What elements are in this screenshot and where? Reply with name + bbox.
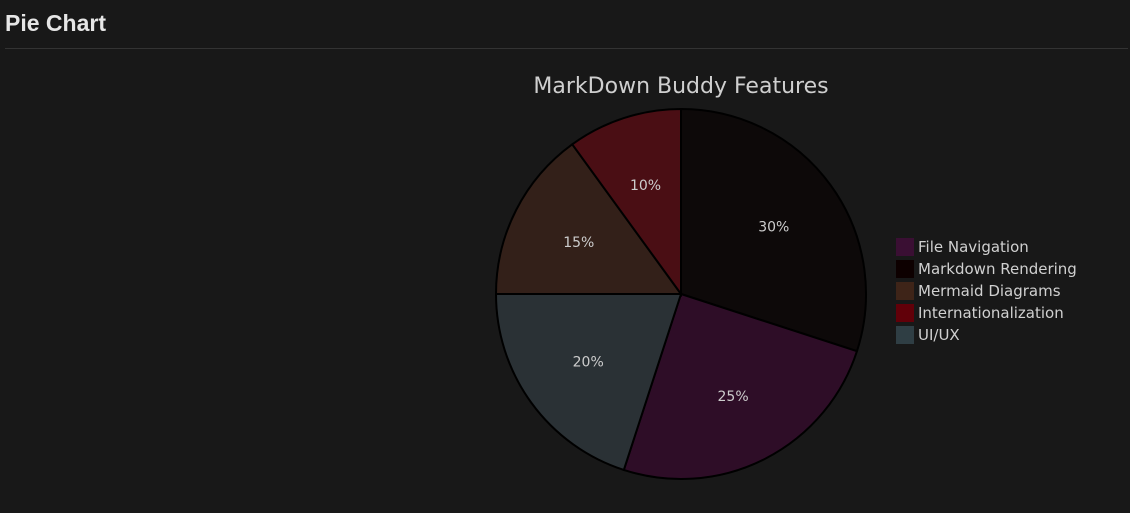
pie-slice-markdown-rendering (680, 107, 867, 353)
legend-swatch-markdown-rendering (896, 260, 914, 278)
pie-slice-ui-ux (494, 293, 683, 472)
page-title: Pie Chart (5, 10, 106, 36)
slice-label-internationalization: 10% (630, 178, 661, 194)
legend-label-mermaid-diagrams: Mermaid Diagrams (918, 282, 1061, 300)
legend-swatch-mermaid-diagrams (896, 282, 914, 300)
pie-slice-internationalization (570, 107, 682, 298)
pie-slice-mermaid-diagrams (494, 142, 683, 295)
pie-slice-file-navigation (622, 292, 859, 480)
slice-label-ui-ux: 20% (573, 354, 604, 370)
slice-label-file-navigation: 25% (718, 389, 749, 405)
slice-label-mermaid-diagrams: 15% (563, 235, 594, 251)
chart-legend: File Navigation Markdown Rendering Mermaid… (896, 238, 1077, 344)
legend-label-internationalization: Internationalization (918, 304, 1064, 322)
section-header: Pie Chart (5, 0, 1128, 49)
legend-swatch-ui-ux (896, 326, 914, 344)
chart-title: MarkDown Buddy Features (533, 74, 828, 99)
pie-slice-labels: 30% 25% 20% 15% 10% (563, 178, 789, 405)
pie-slices (494, 107, 867, 480)
legend-label-file-navigation: File Navigation (918, 238, 1029, 256)
legend-swatch-internationalization (896, 304, 914, 322)
legend-label-markdown-rendering: Markdown Rendering (918, 260, 1077, 278)
legend-label-ui-ux: UI/UX (918, 326, 960, 344)
slice-label-markdown-rendering: 30% (758, 220, 789, 236)
legend-swatch-file-navigation (896, 238, 914, 256)
